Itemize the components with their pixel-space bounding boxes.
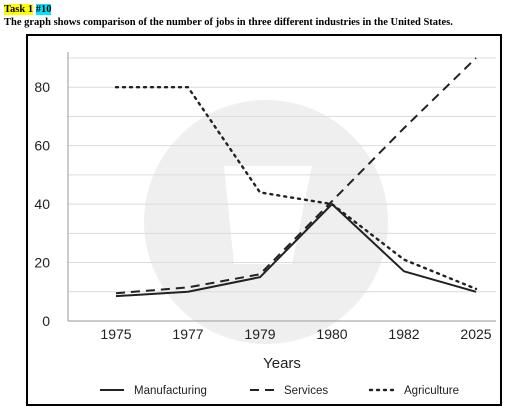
chart-frame: 0 20 40 60 80 1975 1977 1979 1980 1982 2025 Years M…	[26, 34, 502, 406]
task-label: Task 1	[4, 4, 34, 15]
y-tick-label: 20	[34, 255, 50, 271]
y-tick-label: 60	[34, 138, 50, 154]
series-line-manufacturing	[115, 203, 477, 298]
y-tick-label: 0	[42, 313, 50, 329]
header: Task 1 #10 The graph shows comparison of…	[4, 3, 508, 29]
legend-label-manufacturing: Manufacturing	[134, 385, 207, 397]
task-number: #10	[35, 4, 52, 15]
x-tick-label: 1980	[316, 326, 347, 342]
x-tick-label: 1977	[172, 326, 203, 342]
series-line-services	[115, 57, 477, 295]
y-tick-label: 40	[34, 196, 50, 212]
task-description: The graph shows comparison of the number…	[4, 17, 453, 28]
x-tick-label: 2025	[460, 326, 491, 342]
legend-label-services: Services	[284, 385, 328, 397]
x-axis-title: Years	[263, 355, 301, 372]
y-tick-label: 80	[34, 79, 50, 95]
x-tick-label: 1975	[100, 326, 131, 342]
watermark	[144, 100, 388, 344]
task-line: Task 1 #10	[4, 3, 508, 16]
x-tick-label: 1979	[244, 326, 275, 342]
legend-label-agriculture: Agriculture	[404, 385, 459, 397]
x-tick-label: 1982	[388, 326, 419, 342]
line-chart: 0 20 40 60 80 1975 1977 1979 1980 1982 2025 Years M…	[34, 52, 496, 397]
